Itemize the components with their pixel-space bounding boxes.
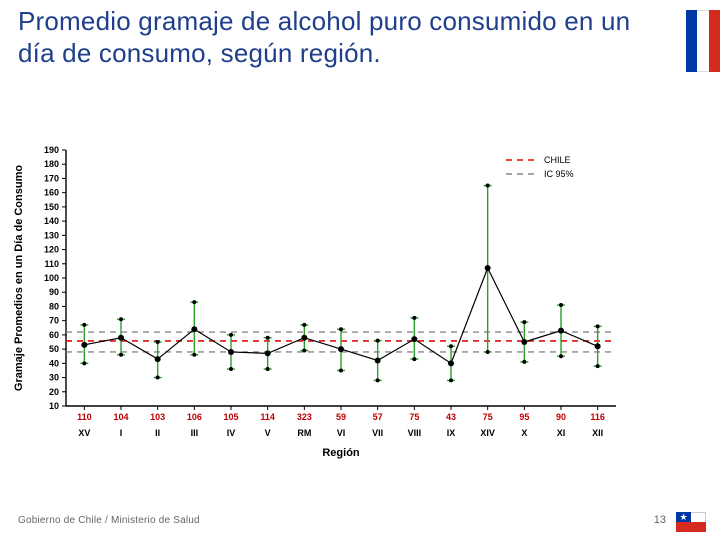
svg-text:60: 60 [49, 330, 59, 340]
svg-text:90: 90 [556, 412, 566, 422]
svg-text:59: 59 [336, 412, 346, 422]
svg-text:95: 95 [519, 412, 529, 422]
svg-text:106: 106 [187, 412, 202, 422]
svg-text:Región: Región [322, 447, 360, 459]
svg-text:40: 40 [49, 358, 59, 368]
svg-text:75: 75 [483, 412, 493, 422]
svg-text:CHILE: CHILE [544, 155, 571, 165]
svg-text:30: 30 [49, 373, 59, 383]
svg-text:90: 90 [49, 287, 59, 297]
svg-text:160: 160 [44, 188, 59, 198]
svg-text:XV: XV [78, 428, 90, 438]
svg-text:150: 150 [44, 202, 59, 212]
svg-text:I: I [120, 428, 123, 438]
page-number: 13 [654, 514, 666, 526]
chart-container: 10 20 30 40 50 60 70 80 90 100 110 120 130 140 150 160 1… [6, 142, 706, 462]
svg-text:Gramaje Promedios en un Día de: Gramaje Promedios en un Día de Consumo [13, 165, 25, 391]
svg-text:XII: XII [592, 428, 603, 438]
svg-text:II: II [155, 428, 160, 438]
flag-stripe-top [686, 10, 720, 72]
svg-text:190: 190 [44, 145, 59, 155]
svg-text:105: 105 [223, 412, 238, 422]
svg-text:110: 110 [77, 412, 92, 422]
svg-text:VI: VI [337, 428, 346, 438]
svg-text:57: 57 [373, 412, 383, 422]
svg-text:RM: RM [297, 428, 311, 438]
svg-text:170: 170 [44, 173, 59, 183]
svg-text:130: 130 [44, 230, 59, 240]
svg-text:120: 120 [44, 245, 59, 255]
svg-text:IV: IV [227, 428, 236, 438]
svg-text:III: III [191, 428, 199, 438]
svg-text:140: 140 [44, 216, 59, 226]
svg-text:70: 70 [49, 316, 59, 326]
svg-text:VII: VII [372, 428, 383, 438]
svg-text:75: 75 [409, 412, 419, 422]
slide-title: Promedio gramaje de alcohol puro consumi… [18, 6, 638, 69]
svg-text:IC 95%: IC 95% [544, 169, 574, 179]
svg-text:104: 104 [113, 412, 128, 422]
svg-text:10: 10 [49, 401, 59, 411]
svg-text:50: 50 [49, 344, 59, 354]
svg-text:X: X [521, 428, 527, 438]
svg-text:43: 43 [446, 412, 456, 422]
flag-mini-bottom: ★ [676, 512, 706, 532]
svg-text:80: 80 [49, 301, 59, 311]
svg-text:V: V [265, 428, 271, 438]
svg-text:XI: XI [557, 428, 566, 438]
svg-text:20: 20 [49, 387, 59, 397]
svg-text:IX: IX [447, 428, 456, 438]
svg-text:103: 103 [150, 412, 165, 422]
svg-text:114: 114 [260, 412, 275, 422]
svg-text:110: 110 [44, 259, 59, 269]
svg-text:XIV: XIV [480, 428, 495, 438]
svg-text:116: 116 [590, 412, 605, 422]
chart-svg: 10 20 30 40 50 60 70 80 90 100 110 120 130 140 150 160 1… [6, 142, 706, 462]
footer-text: Gobierno de Chile / Ministerio de Salud [18, 515, 200, 526]
svg-text:180: 180 [44, 159, 59, 169]
svg-text:100: 100 [44, 273, 59, 283]
svg-text:VIII: VIII [408, 428, 422, 438]
svg-text:323: 323 [297, 412, 312, 422]
